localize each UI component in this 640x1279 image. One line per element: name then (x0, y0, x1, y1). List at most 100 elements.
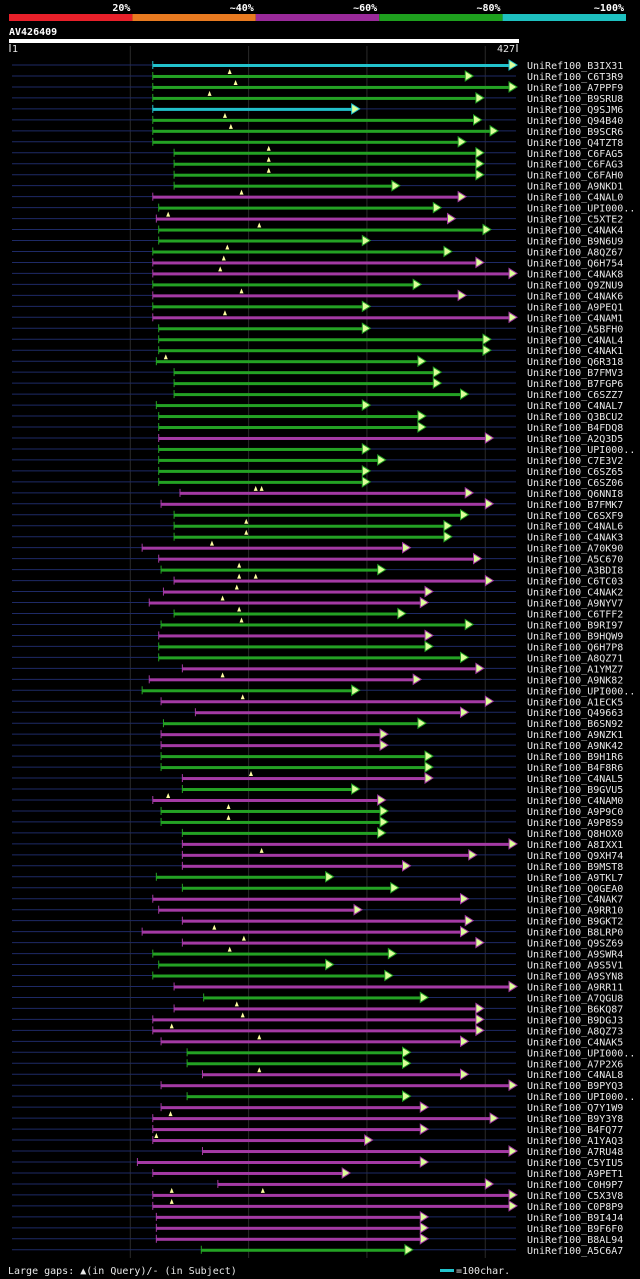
alignment-row[interactable]: UniRef100_B4FQ77 (12, 1123, 623, 1136)
hit-label[interactable]: UniRef100_A1YMZ7 (527, 664, 623, 675)
hit-bar[interactable] (163, 590, 426, 594)
hit-bar[interactable] (152, 1204, 510, 1208)
hit-label[interactable]: UniRef100_A9PEQ1 (527, 302, 623, 313)
hit-label[interactable]: UniRef100_Q8HOX0 (527, 829, 623, 840)
hit-bar[interactable] (180, 491, 467, 495)
hit-bar[interactable] (152, 1117, 492, 1121)
hit-label[interactable]: UniRef100_Q3BCU2 (527, 412, 623, 423)
alignment-row[interactable]: UniRef100_B9SRU8 (12, 90, 623, 105)
hit-label[interactable]: UniRef100_C4NAK3 (527, 533, 623, 544)
hit-label[interactable]: UniRef100_B7FMV3 (527, 368, 623, 379)
hit-label[interactable]: UniRef100_B4FQ77 (527, 1125, 623, 1136)
alignment-row[interactable]: UniRef100_B9F6F0 (12, 1221, 623, 1235)
alignment-row[interactable]: UniRef100_C4NAL6 (12, 518, 623, 533)
hit-bar[interactable] (152, 74, 467, 78)
hit-label[interactable]: UniRef100_B6SN92 (527, 719, 623, 730)
hit-bar[interactable] (174, 612, 399, 616)
hit-label[interactable]: UniRef100_C4NAM0 (527, 796, 623, 807)
alignment-row[interactable]: UniRef100_C4NAK8 (12, 266, 623, 280)
hit-bar[interactable] (149, 601, 422, 605)
alignment-row[interactable]: UniRef100_UPI000.. (12, 1046, 635, 1059)
hit-label[interactable]: UniRef100_A5C6A7 (527, 1246, 623, 1257)
hit-label[interactable]: UniRef100_B9GKT2 (527, 917, 623, 928)
alignment-row[interactable]: UniRef100_Q9SJM6 (12, 102, 623, 116)
alignment-row[interactable]: UniRef100_A8QZ71 (12, 651, 623, 664)
hit-bar[interactable] (158, 239, 364, 243)
hit-bar[interactable] (158, 656, 462, 660)
alignment-row[interactable]: UniRef100_A3BDI8 (12, 562, 623, 577)
hit-bar[interactable] (174, 151, 477, 155)
alignment-row[interactable]: UniRef100_B7FMK7 (12, 497, 623, 511)
hit-bar[interactable] (158, 228, 484, 232)
alignment-row[interactable]: UniRef100_A9NK42 (12, 739, 623, 752)
alignment-row[interactable]: UniRef100_C4NAK2 (12, 584, 623, 599)
hit-label[interactable]: UniRef100_C4NAK5 (527, 1037, 623, 1048)
alignment-row[interactable]: UniRef100_C4NAK6 (12, 288, 623, 302)
alignment-row[interactable]: UniRef100_C5YIU5 (12, 1156, 623, 1169)
alignment-row[interactable]: UniRef100_C4NAK4 (12, 222, 623, 237)
alignment-row[interactable]: UniRef100_B9I4J4 (12, 1210, 623, 1224)
alignment-row[interactable]: UniRef100_Q4TZT8 (12, 135, 623, 149)
hit-bar[interactable] (174, 371, 435, 375)
hit-label[interactable]: UniRef100_C4NAM1 (527, 313, 623, 324)
hit-bar[interactable] (161, 755, 426, 759)
hit-bar[interactable] (152, 283, 415, 287)
hit-label[interactable]: UniRef100_B9Y3Y8 (527, 1114, 623, 1125)
hit-bar[interactable] (182, 853, 470, 857)
alignment-row[interactable]: UniRef100_Q6NNI8 (12, 485, 623, 500)
hit-bar[interactable] (142, 930, 462, 934)
alignment-row[interactable]: UniRef100_Q6H7P8 (12, 640, 623, 653)
alignment-row[interactable]: UniRef100_A9SWR4 (12, 946, 623, 961)
hit-bar[interactable] (161, 1106, 422, 1110)
alignment-row[interactable]: UniRef100_Q94B40 (12, 112, 623, 127)
alignment-row[interactable]: UniRef100_A7RU48 (12, 1145, 623, 1158)
alignment-row[interactable]: UniRef100_Q9ZNU9 (12, 278, 623, 291)
hit-label[interactable]: UniRef100_B9GVU5 (527, 785, 623, 796)
hit-label[interactable]: UniRef100_B9SCR6 (527, 127, 623, 138)
hit-label[interactable]: UniRef100_A9NK42 (527, 741, 623, 752)
alignment-row[interactable]: UniRef100_A9RR11 (12, 980, 623, 993)
hit-bar[interactable] (158, 634, 426, 638)
alignment-row[interactable]: UniRef100_A9PEQ1 (12, 300, 623, 313)
hit-label[interactable]: UniRef100_C6TFF2 (527, 610, 623, 621)
alignment-row[interactable]: UniRef100_B4FDQ8 (12, 421, 623, 434)
hit-bar[interactable] (161, 1040, 462, 1044)
alignment-row[interactable]: UniRef100_A70K90 (12, 540, 623, 555)
hit-label[interactable]: UniRef100_B4F8R6 (527, 763, 623, 774)
hit-bar[interactable] (161, 809, 382, 813)
alignment-row[interactable]: UniRef100_A9TKL7 (12, 870, 623, 884)
hit-bar[interactable] (158, 327, 364, 331)
alignment-row[interactable]: UniRef100_C4NAM1 (12, 310, 623, 324)
hit-bar[interactable] (156, 217, 449, 221)
hit-bar[interactable] (152, 140, 460, 144)
alignment-row[interactable]: UniRef100_C6TFF2 (12, 606, 623, 621)
hit-label[interactable]: UniRef100_Q49663 (527, 708, 623, 719)
hit-bar[interactable] (187, 1062, 404, 1066)
hit-label[interactable]: UniRef100_C6SXF9 (527, 511, 623, 522)
hit-label[interactable]: UniRef100_B9I4J4 (527, 1213, 623, 1224)
hit-bar[interactable] (174, 1007, 477, 1011)
hit-bar[interactable] (152, 64, 510, 67)
hit-label[interactable]: UniRef100_A9RR10 (527, 906, 623, 917)
alignment-row[interactable]: UniRef100_B6KQ87 (12, 1001, 623, 1015)
alignment-row[interactable]: UniRef100_B7FGP6 (12, 377, 623, 390)
hit-bar[interactable] (152, 96, 477, 100)
alignment-row[interactable]: UniRef100_C4NAK1 (12, 344, 623, 357)
hit-label[interactable]: UniRef100_Q94B40 (527, 116, 623, 127)
alignment-row[interactable]: UniRef100_C5XTE2 (12, 211, 623, 226)
hit-bar[interactable] (174, 382, 435, 386)
alignment-row[interactable]: UniRef100_A2Q3D5 (12, 432, 623, 445)
hit-label[interactable]: UniRef100_A9SWR4 (527, 950, 623, 961)
alignment-row[interactable]: UniRef100_C4NAL0 (12, 189, 623, 204)
hit-bar[interactable] (187, 1095, 404, 1099)
hit-label[interactable]: UniRef100_C4NAK7 (527, 895, 623, 906)
hit-bar[interactable] (161, 623, 467, 627)
hit-bar[interactable] (158, 349, 484, 353)
hit-bar[interactable] (161, 502, 487, 506)
alignment-row[interactable]: UniRef100_Q9XH74 (12, 847, 623, 862)
hit-bar[interactable] (187, 1051, 404, 1055)
hit-label[interactable]: UniRef100_Q6H7P8 (527, 642, 623, 653)
hit-label[interactable]: UniRef100_A9SYN8 (527, 972, 623, 983)
hit-label[interactable]: UniRef100_Q0GEA0 (527, 884, 623, 895)
hit-label[interactable]: UniRef100_A5BFH0 (527, 324, 623, 335)
